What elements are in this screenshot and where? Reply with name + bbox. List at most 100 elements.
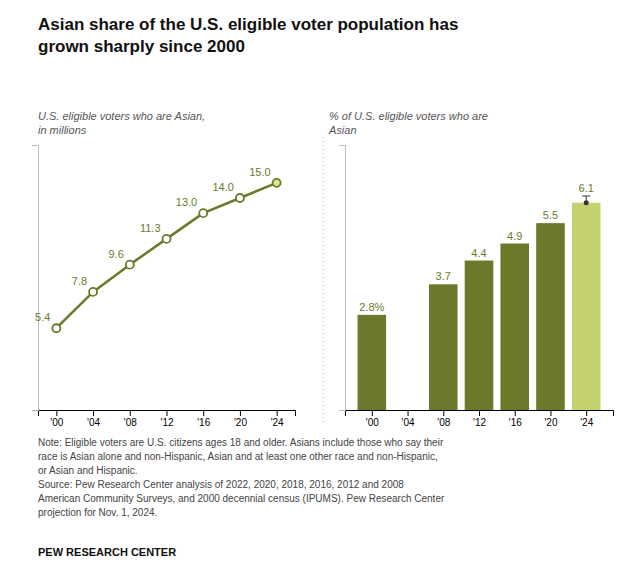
x-tick-label: '16 (509, 417, 522, 428)
marker (89, 288, 97, 296)
marks (52, 179, 280, 332)
data-labels: 5.4 7.8 9.6 11.3 13.0 14.0 15.0 (35, 166, 271, 323)
x-tick-label: '08 (437, 417, 450, 428)
data-label: 2.8% (359, 301, 384, 313)
error-dot (584, 200, 589, 205)
x-tick-mark (586, 410, 587, 416)
note-line: Source: Pew Research Center analysis of … (38, 479, 404, 490)
note-line: projection for Nov. 1, 2024. (38, 507, 157, 518)
x-tick-label: '24 (580, 417, 593, 428)
x-tick-label: '08 (124, 417, 137, 428)
x-tick: '16 (197, 410, 210, 428)
error-bar (582, 196, 590, 205)
data-label: 11.3 (140, 222, 161, 234)
data-label: 5.5 (543, 209, 558, 221)
x-tick: '20 (544, 410, 557, 428)
x-tick-mark (408, 410, 409, 416)
title-line: grown sharply since 2000 (38, 37, 245, 56)
x-tick-mark (56, 410, 57, 416)
title: Asian share of the U.S. eligible voter p… (38, 15, 458, 56)
data-label: 4.9 (507, 230, 522, 242)
x-tick: '12 (473, 410, 486, 428)
source: PEW RESEARCH CENTER (38, 546, 176, 558)
note-line: Note: Eligible voters are U.S. citizens … (38, 437, 444, 448)
x-tick-label: '20 (544, 417, 557, 428)
y-axis (339, 146, 346, 411)
subtitle-line: % of U.S. eligible voters who are (329, 110, 488, 122)
x-tick: '04 (87, 410, 100, 428)
x-tick: '00 (366, 410, 379, 428)
x-tick-label: '04 (402, 417, 415, 428)
marker (163, 235, 171, 243)
bar (358, 315, 387, 410)
data-label: 7.8 (72, 275, 87, 287)
data-label: 6.1 (579, 182, 594, 194)
data-label: 15.0 (249, 166, 270, 178)
x-tick-mark (93, 410, 94, 416)
x-tick-label: '16 (197, 417, 210, 428)
error-cap (582, 195, 590, 196)
y-axis (32, 146, 39, 411)
note-line: race is Asian alone and non-Hispanic, As… (38, 451, 438, 462)
data-label: 3.7 (436, 270, 451, 282)
x-tick-label: '00 (366, 417, 379, 428)
x-tick: '24 (580, 410, 593, 428)
x-tick: '00 (50, 410, 63, 428)
x-tick-mark (240, 410, 241, 416)
bar (393, 410, 422, 411)
divider (323, 137, 324, 423)
x-axis-line (39, 411, 296, 417)
title-line: Asian share of the U.S. eligible voter p… (38, 15, 458, 34)
x-tick: '08 (437, 410, 450, 428)
x-axis: '00 '04 '08 '12 '16 '20 '24 (346, 410, 614, 428)
x-tick-label: '24 (271, 417, 284, 428)
panel: U.S. eligible voters who are Asian, in mi… (32, 110, 296, 428)
x-tick-mark (372, 410, 373, 416)
note-line: American Community Surveys, and 2000 dec… (38, 493, 445, 504)
x-tick: '20 (234, 410, 247, 428)
data-labels: 2.8% 3.7 4.4 4.9 5.5 6.1 (359, 182, 594, 313)
line (56, 183, 276, 328)
x-tick-mark (167, 410, 168, 416)
bar (500, 244, 529, 410)
panel: % of U.S. eligible voters who areAsian '0… (328, 110, 614, 428)
x-tick-mark (550, 410, 551, 416)
x-tick: '04 (402, 410, 415, 428)
marker (236, 194, 244, 202)
y-axis-line (339, 146, 346, 411)
x-tick-label: '20 (234, 417, 247, 428)
data-label: 14.0 (213, 181, 234, 193)
x-tick-label: '04 (87, 417, 100, 428)
x-tick: '24 (271, 410, 284, 428)
bar (465, 261, 494, 410)
x-tick-label: '12 (473, 417, 486, 428)
x-tick-mark (277, 410, 278, 416)
data-label: 5.4 (35, 311, 50, 323)
data-label: 4.4 (471, 247, 486, 259)
chart: Asian share of the U.S. eligible voter p… (0, 0, 639, 572)
x-axis-line (346, 411, 614, 417)
marks (358, 196, 601, 410)
subtitle-line: U.S. eligible voters who are Asian, (38, 110, 205, 122)
x-tick-mark (443, 410, 444, 416)
data-label: 9.6 (108, 248, 123, 260)
note-line: or Asian and Hispanic. (38, 465, 138, 476)
bar (572, 203, 601, 410)
x-tick-mark (479, 410, 480, 416)
note: Note: Eligible voters are U.S. citizens … (38, 437, 445, 518)
x-tick-label: '00 (50, 417, 63, 428)
x-tick: '08 (124, 410, 137, 428)
bar (429, 284, 458, 410)
x-tick: '12 (160, 410, 173, 428)
marker (52, 324, 60, 332)
y-axis-line (32, 146, 39, 411)
x-tick-mark (515, 410, 516, 416)
subtitle: % of U.S. eligible voters who areAsian (328, 110, 488, 136)
subtitle: U.S. eligible voters who are Asian, in mi… (38, 110, 205, 136)
x-tick-mark (130, 410, 131, 416)
x-tick-mark (203, 410, 204, 416)
subtitle-line: in millions (38, 124, 87, 136)
data-label: 13.0 (176, 196, 197, 208)
x-tick: '16 (509, 410, 522, 428)
x-tick-label: '12 (160, 417, 173, 428)
